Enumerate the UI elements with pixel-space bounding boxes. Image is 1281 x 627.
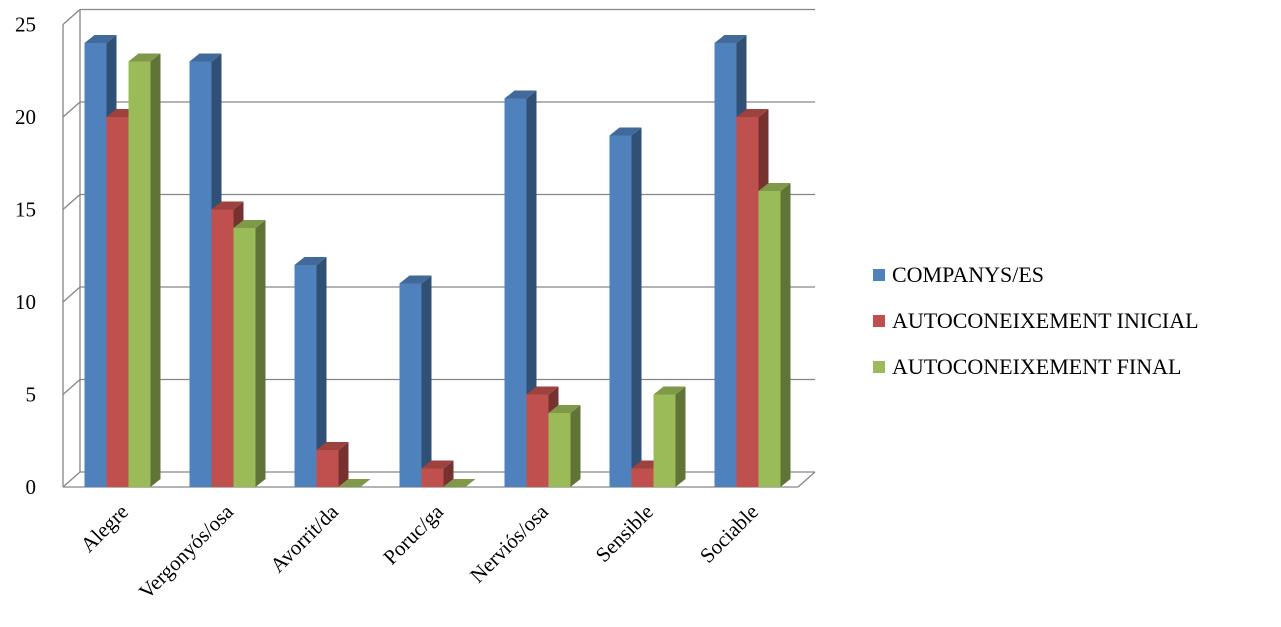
bar-top xyxy=(526,386,559,395)
y-tick-label: 20 xyxy=(15,105,36,129)
x-axis-ticks: Alegre Vergonyós/osa Avorrit/da Poruc/ga Ner… xyxy=(76,499,763,604)
bar-side xyxy=(338,442,349,487)
bar-front xyxy=(128,61,151,487)
bar-front xyxy=(631,468,654,487)
bar-side xyxy=(780,183,791,487)
bar-front xyxy=(399,283,422,487)
bar-top xyxy=(211,201,244,210)
legend-item-autoconeixement-inicial: AUTOCONEIXEMENT INICIAL xyxy=(873,298,1199,344)
bar-side xyxy=(631,127,642,487)
gridline-side xyxy=(62,286,81,303)
bar xyxy=(128,53,161,487)
y-tick-label: 25 xyxy=(15,13,36,37)
gridline-side xyxy=(62,194,81,210)
bar-top xyxy=(609,127,642,136)
x-tick-label: Sociable xyxy=(695,500,763,568)
bar xyxy=(338,479,371,488)
bar-top xyxy=(399,275,432,284)
bar xyxy=(504,90,537,487)
bar-front xyxy=(758,191,781,487)
bar xyxy=(233,220,266,487)
y-tick-label: 0 xyxy=(26,475,37,499)
y-tick-label: 15 xyxy=(15,198,36,222)
bar-side xyxy=(421,275,432,487)
bar-side xyxy=(443,460,454,487)
bar-top xyxy=(736,109,769,117)
bar xyxy=(421,460,454,487)
bar-top xyxy=(128,53,161,62)
bar-front xyxy=(421,468,444,487)
x-tick-label: Vergonyós/osa xyxy=(134,499,239,604)
bar-top xyxy=(316,442,349,450)
bar xyxy=(316,442,349,487)
bar-front xyxy=(106,117,129,487)
bar-top xyxy=(338,479,371,487)
bar-top xyxy=(233,220,266,228)
bar-side xyxy=(150,53,161,487)
legend-swatch xyxy=(873,361,885,373)
bar-front xyxy=(548,413,571,487)
bar-top xyxy=(758,183,791,191)
bar-side xyxy=(316,257,327,487)
bar xyxy=(758,183,791,487)
bar-top xyxy=(84,35,117,43)
floor-edge xyxy=(797,471,816,488)
bar-top xyxy=(548,405,581,413)
bar-top xyxy=(504,90,537,99)
bar-top xyxy=(653,386,686,395)
x-tick-label: Alegre xyxy=(76,500,133,557)
bar-top xyxy=(189,53,222,62)
bar-front xyxy=(316,450,339,487)
gridline-side xyxy=(62,101,81,118)
y-tick-label: 10 xyxy=(15,290,36,314)
bar xyxy=(294,257,327,487)
legend-item-autoconeixement-final: AUTOCONEIXEMENT FINAL xyxy=(873,344,1199,390)
gridline-side xyxy=(62,379,81,395)
legend-label: COMPANYS/ES xyxy=(892,262,1045,287)
legend-swatch xyxy=(873,269,885,281)
x-tick-label: Avorrit/da xyxy=(265,499,343,577)
bar-front xyxy=(609,135,632,487)
bar-top xyxy=(714,35,747,43)
bar xyxy=(609,127,642,487)
bar-front xyxy=(294,265,317,487)
gridline-side xyxy=(62,471,81,488)
bar-front xyxy=(736,117,759,487)
x-tick-label: Nerviós/osa xyxy=(465,499,553,587)
x-tick-label: Sensible xyxy=(591,500,658,567)
bar-front xyxy=(189,61,212,487)
bar-front xyxy=(504,98,527,487)
bar-front xyxy=(233,228,256,487)
bar-top xyxy=(294,257,327,265)
legend-swatch xyxy=(873,315,885,327)
x-tick-label: Poruc/ga xyxy=(378,499,448,569)
legend: COMPANYS/ES AUTOCONEIXEMENT INICIAL AUTO… xyxy=(873,252,1199,390)
bar xyxy=(548,405,581,487)
bar-side xyxy=(570,405,581,487)
bar-front xyxy=(84,43,107,487)
bar-front xyxy=(526,394,549,487)
legend-label: AUTOCONEIXEMENT FINAL xyxy=(892,354,1182,379)
bar-side xyxy=(526,90,537,487)
bar-side xyxy=(675,386,686,487)
chart-walls xyxy=(62,8,816,488)
legend-label: AUTOCONEIXEMENT INICIAL xyxy=(892,308,1199,333)
bar-front xyxy=(653,394,676,487)
bar xyxy=(399,275,432,487)
bar-top xyxy=(443,479,476,487)
bar-top xyxy=(421,460,454,469)
gridline-side xyxy=(62,9,81,25)
y-axis-ticks: 0 5 10 15 20 25 xyxy=(15,13,36,500)
bar-side xyxy=(255,220,266,487)
y-tick-label: 5 xyxy=(26,383,37,407)
bar xyxy=(443,479,476,488)
legend-item-companys: COMPANYS/ES xyxy=(873,252,1199,298)
bar-front xyxy=(211,209,234,487)
bar-front xyxy=(714,43,737,487)
bar xyxy=(653,386,686,487)
chart-bars xyxy=(84,35,791,488)
